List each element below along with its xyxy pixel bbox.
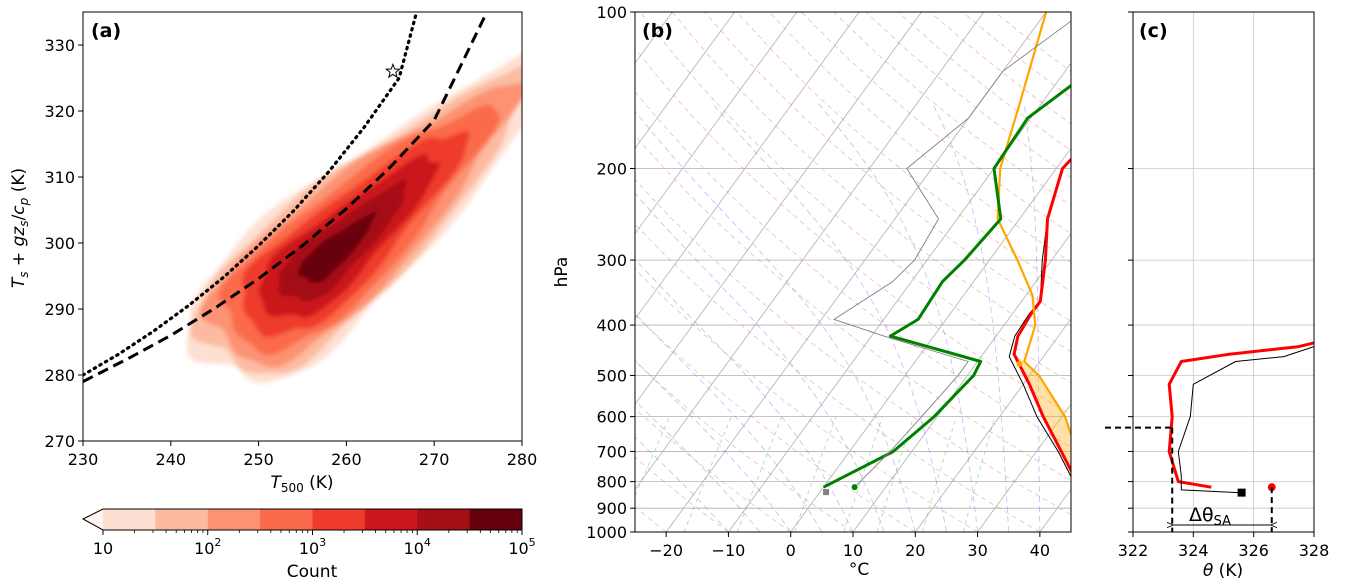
panel-c-plot-area: [1133, 12, 1314, 532]
colorbar-extend-triangle: [83, 509, 103, 530]
panel-c-label: (c): [1139, 20, 1168, 42]
tick-base: 10: [194, 539, 214, 558]
y-tick-label: 300: [44, 234, 75, 253]
panel-c: 322 324 326 328 (c) ΔθSA θ (K): [1105, 12, 1329, 581]
panel-b-xlabel: °C: [849, 560, 869, 580]
x-tick-label: 324: [1178, 541, 1209, 560]
y-tick-label: 400: [596, 316, 627, 335]
panel-b-ylabel: hPa: [552, 257, 572, 288]
ylabel-gz: gz: [9, 226, 29, 247]
delta-theta-subscript: SA: [1214, 514, 1231, 529]
x-tick-label: 30: [967, 541, 987, 560]
colorbar-tick-label: 104: [404, 536, 431, 558]
y-tick-label: 280: [44, 366, 75, 385]
colorbar-tick-label: 102: [194, 536, 221, 558]
panel-a-xlabel-sub: 500: [281, 481, 304, 495]
ylabel-plus: +: [9, 246, 29, 271]
y-tick-label: 800: [596, 473, 627, 492]
x-tick-label: 40: [1030, 541, 1050, 560]
x-tick-label: 328: [1299, 541, 1330, 560]
x-tick-label: 0: [786, 541, 796, 560]
y-tick-label: 200: [596, 160, 627, 179]
panel-a-xlabel: T500 (K): [270, 473, 333, 495]
panel-c-xlabel-unit: (K): [1213, 561, 1243, 581]
colorbar-cell-1: [103, 509, 156, 530]
colorbar-cell-3: [208, 509, 261, 530]
y-tick-label: 600: [596, 408, 627, 427]
y-tick-label: 330: [44, 36, 75, 55]
y-tick-label: 1000: [586, 523, 627, 542]
x-tick-label: 230: [68, 450, 99, 469]
tick-exponent: 5: [529, 536, 536, 549]
y-tick-label: 310: [44, 168, 75, 187]
x-tick-label: 20: [905, 541, 925, 560]
panel-b-label: (b): [642, 20, 673, 42]
panel-c-x-ticks: 322 324 326 328: [1118, 532, 1330, 560]
tick-base: 10: [93, 539, 113, 558]
panel-c-y-ticks: [1128, 12, 1133, 532]
panel-b-y-ticks: 100 200 300 400 500 600 700 800 900 1000: [586, 3, 635, 542]
panel-a-xlabel-unit: (K): [304, 473, 334, 493]
tick-base: 10: [508, 539, 528, 558]
panel-a-label: (a): [91, 20, 121, 42]
tick-exponent: 2: [214, 536, 221, 549]
x-tick-label: 326: [1238, 541, 1269, 560]
circle-marker: [1016, 361, 1022, 367]
colorbar-cell-7: [417, 509, 470, 530]
moist-adiabat: [1071, 104, 1091, 532]
colorbar-label: Count: [287, 562, 338, 582]
colorbar-tick-label: 105: [508, 536, 535, 558]
tick-base: 10: [299, 539, 319, 558]
panel-c-xlabel-theta: θ: [1203, 561, 1214, 581]
panel-c-xlabel: θ (K): [1203, 561, 1243, 581]
tick-exponent: 4: [424, 536, 431, 549]
panel-b-plot-area: [635, 12, 1071, 532]
y-tick-label: 270: [44, 432, 75, 451]
x-tick-label: 270: [419, 450, 450, 469]
y-tick-label: 320: [44, 102, 75, 121]
colorbar-cell-2: [155, 509, 208, 530]
square-marker: [1085, 489, 1091, 495]
panel-a-y-ticks: 270 280 290 300 310 320 330: [44, 36, 83, 451]
circle-marker: [1082, 485, 1088, 491]
y-tick-label: 100: [596, 3, 627, 22]
delta-theta-symbol: Δθ: [1189, 504, 1214, 526]
panel-a-ylabel: Ts + gzs/cp (K): [9, 168, 31, 288]
y-tick-label: 290: [44, 300, 75, 319]
x-tick-label: −10: [712, 541, 746, 560]
y-tick-label: 300: [596, 251, 627, 270]
x-tick-label: 260: [331, 450, 362, 469]
ylabel-unit: (K): [9, 168, 29, 198]
tick-exponent: 3: [319, 536, 326, 549]
x-tick-label: 322: [1118, 541, 1149, 560]
colorbar-cell-8: [470, 509, 523, 530]
colorbar-cell-4: [260, 509, 313, 530]
x-tick-label: −20: [649, 541, 683, 560]
square-marker: [823, 489, 829, 495]
panel-a-x-ticks: 230 240 250 260 270 280: [68, 441, 538, 469]
y-tick-label: 500: [596, 366, 627, 385]
panel-a: 230 240 250 260 270 280 270 280 290 300 310 320 330…: [9, 12, 552, 495]
panel-b-x-ticks: −20 −10 0 10 20 30 40: [649, 532, 1050, 560]
x-tick-label: 240: [156, 450, 187, 469]
tick-base: 10: [404, 539, 424, 558]
x-tick-label: 280: [507, 450, 538, 469]
y-tick-label: 700: [596, 442, 627, 461]
square-marker: [1238, 489, 1246, 497]
colorbar-cell-6: [365, 509, 418, 530]
circle-marker: [852, 484, 858, 490]
x-tick-label: 10: [843, 541, 863, 560]
x-tick-label: 250: [243, 450, 274, 469]
colorbar-tick-label: 103: [299, 536, 326, 558]
colorbar-cell-5: [313, 509, 366, 530]
colorbar-tick-label: 10: [93, 539, 113, 558]
y-tick-label: 900: [596, 499, 627, 518]
colorbar-cells: [83, 509, 523, 530]
